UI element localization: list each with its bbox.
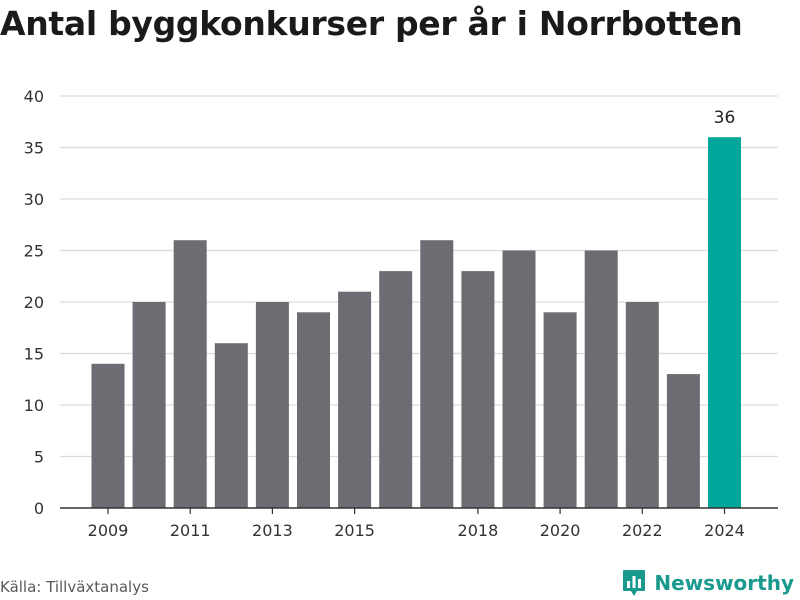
bar-2024 <box>708 137 741 508</box>
x-tick-label: 2018 <box>458 521 499 540</box>
bar-2016 <box>379 271 413 508</box>
bar-2015 <box>338 291 372 508</box>
x-tick-label: 2024 <box>704 521 745 540</box>
x-tick-label: 2015 <box>334 521 375 540</box>
bar-2021 <box>584 250 618 508</box>
y-tick-label: 10 <box>24 396 44 415</box>
bar-2009 <box>91 363 125 508</box>
source-note: Källa: Tillväxtanalys <box>0 578 149 596</box>
x-tick-label: 2009 <box>88 521 129 540</box>
bar-2018 <box>461 271 495 508</box>
y-tick-label: 15 <box>24 345 44 364</box>
y-tick-label: 0 <box>34 499 44 518</box>
x-tick-label: 2013 <box>252 521 293 540</box>
x-tick-label: 2020 <box>540 521 581 540</box>
bar-2022 <box>625 302 659 508</box>
y-tick-label: 30 <box>24 190 44 209</box>
bars <box>91 137 741 508</box>
bar-2023 <box>666 374 700 508</box>
y-axis-ticks: 0 5 10 15 20 25 30 35 40 <box>24 87 44 518</box>
x-tick-label: 2022 <box>622 521 663 540</box>
bar-2011 <box>173 240 207 508</box>
y-tick-label: 40 <box>24 87 44 106</box>
x-axis-ticks: 2009 2011 2013 2015 2018 2020 2022 2024 <box>88 508 745 540</box>
chart-title: Antal byggkonkurser per år i Norrbotten <box>0 4 743 43</box>
y-tick-label: 5 <box>34 448 44 467</box>
bar-2014 <box>297 312 330 508</box>
brand-name: Newsworthy <box>654 571 794 595</box>
bar-2019 <box>502 250 536 508</box>
data-label: 36 <box>714 108 736 128</box>
newsworthy-logo-icon <box>623 570 646 596</box>
data-labels: 36 <box>714 108 736 128</box>
bar-2010 <box>132 302 166 508</box>
x-tick-label: 2011 <box>170 521 211 540</box>
bar-2012 <box>214 343 248 508</box>
y-tick-label: 20 <box>24 293 44 312</box>
y-tick-label: 25 <box>24 242 44 261</box>
bar-2020 <box>543 312 577 508</box>
y-tick-label: 35 <box>24 139 44 158</box>
bar-2017 <box>420 240 454 508</box>
brand-logo[interactable]: Newsworthy <box>622 569 794 597</box>
bar-2013 <box>255 302 289 508</box>
